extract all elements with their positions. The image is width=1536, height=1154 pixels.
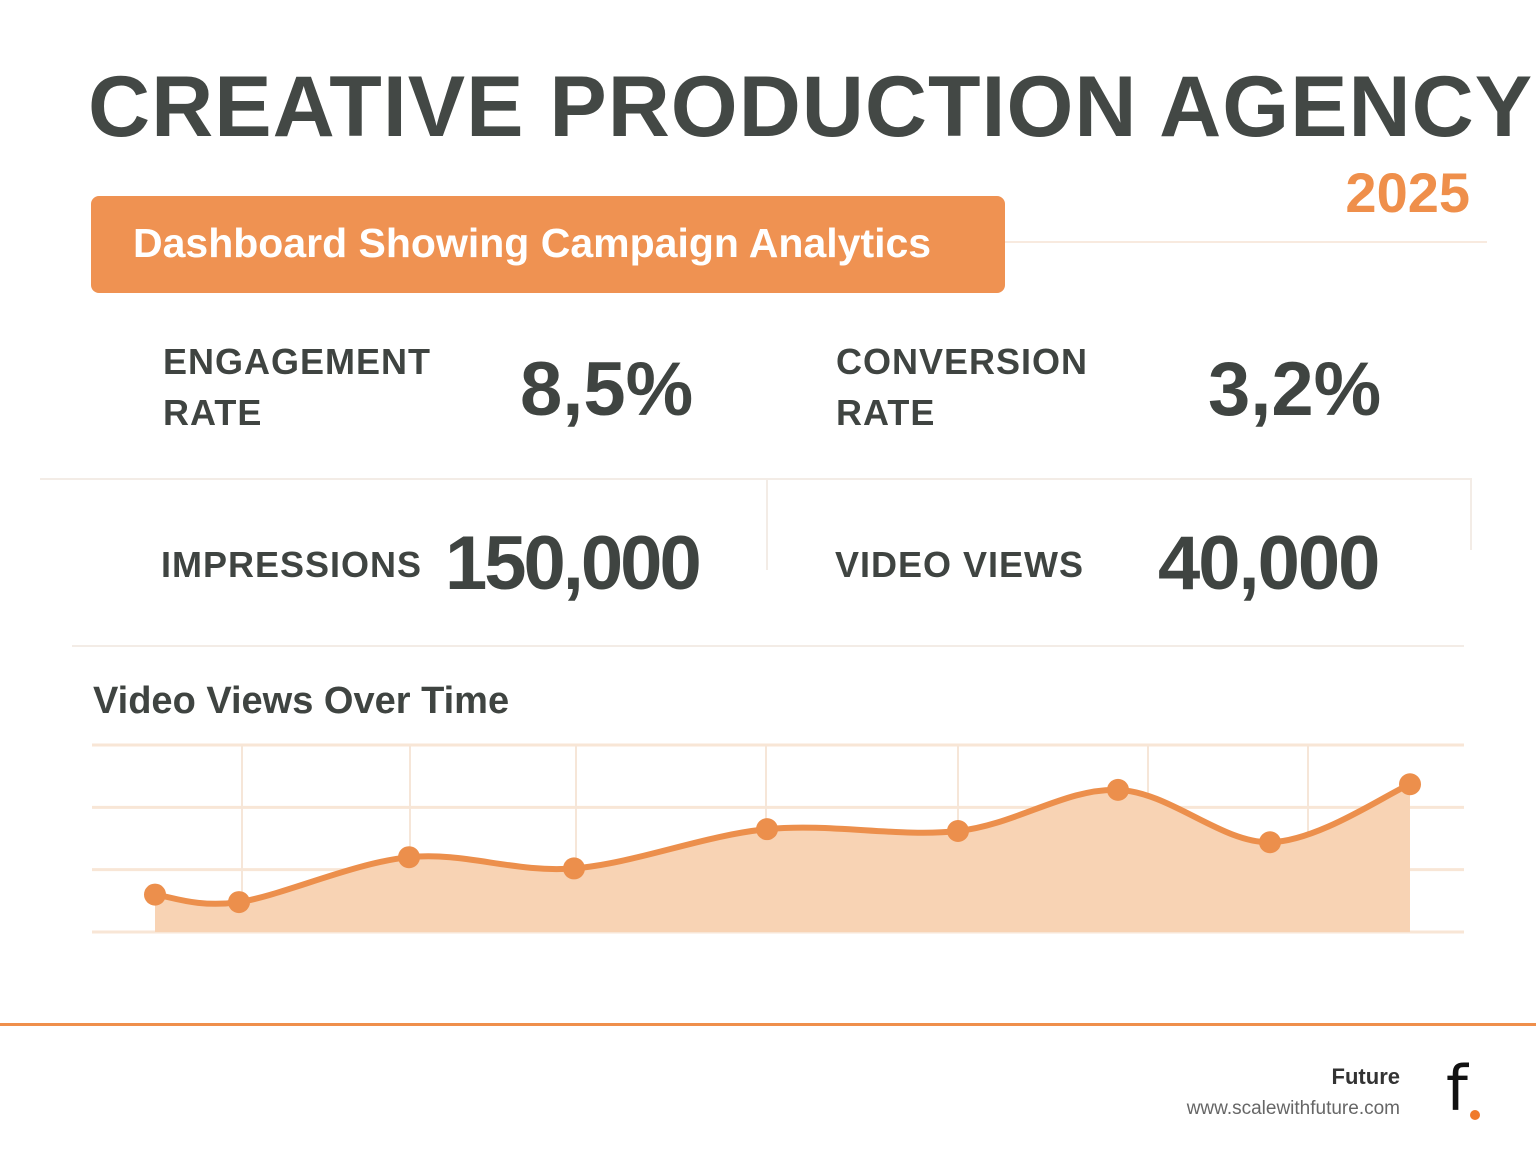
header-rule <box>1005 241 1487 243</box>
divider <box>40 478 1472 480</box>
data-point <box>1399 773 1421 796</box>
metric-value-video-views: 40,000 <box>1158 521 1380 606</box>
data-point <box>563 857 585 880</box>
metric-label-engagement: ENGAGEMENT RATE <box>163 341 432 433</box>
data-point <box>144 883 166 906</box>
metric-value-conversion: 3,2% <box>1208 347 1382 432</box>
data-point <box>1259 831 1281 854</box>
page-title: CREATIVE PRODUCTION AGENCY <box>88 59 1534 155</box>
future-logo-icon: f <box>1446 1052 1490 1128</box>
divider <box>72 645 1464 647</box>
chart-title: Video Views Over Time <box>93 680 510 722</box>
divider <box>766 480 768 570</box>
footer-url[interactable]: www.scalewithfuture.com <box>1186 1098 1400 1119</box>
footer-brand: Future <box>1331 1064 1400 1089</box>
area-fill <box>155 784 1410 932</box>
data-point <box>947 820 969 843</box>
data-point <box>756 818 778 841</box>
divider <box>1470 480 1472 550</box>
footer-rule <box>0 1023 1536 1026</box>
year-label: 2025 <box>1345 161 1470 224</box>
subtitle-banner: Dashboard Showing Campaign Analytics <box>91 196 1005 293</box>
metric-label-conversion: CONVERSION RATE <box>836 341 1089 433</box>
metric-label-video-views: VIDEO VIEWS <box>835 544 1085 585</box>
metric-label-impressions: IMPRESSIONS <box>161 544 423 585</box>
data-point <box>228 891 250 914</box>
data-point <box>1107 778 1129 801</box>
data-point <box>398 846 420 869</box>
video-views-chart <box>92 743 1464 934</box>
metric-value-engagement: 8,5% <box>520 347 694 432</box>
banner-text: Dashboard Showing Campaign Analytics <box>133 220 932 266</box>
metric-value-impressions: 150,000 <box>445 521 702 606</box>
